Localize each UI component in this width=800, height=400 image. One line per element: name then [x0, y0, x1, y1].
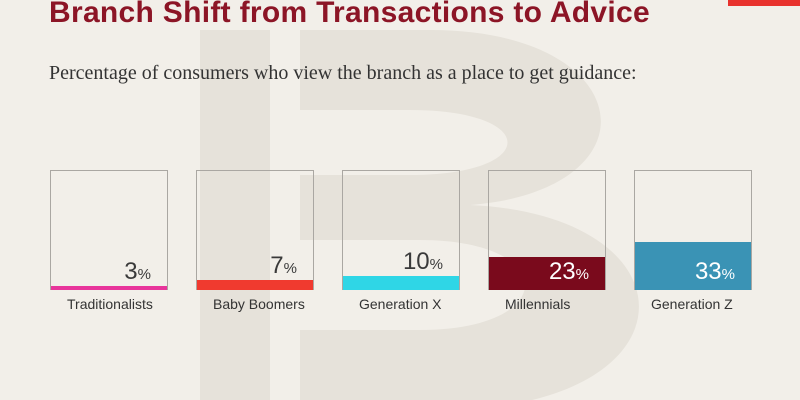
bar-0 — [51, 285, 167, 290]
bar-value-suffix: % — [575, 266, 589, 283]
category-label-4: Generation Z — [651, 296, 733, 312]
category-label-3: Millennials — [505, 296, 571, 312]
bar-2 — [343, 275, 459, 290]
bar-3 — [489, 256, 605, 290]
bar-value-number: 7 — [270, 251, 284, 279]
bar-value-label-4: 33% — [695, 260, 735, 284]
bar-value-label-2: 10% — [402, 247, 443, 275]
bar-value-number: 33 — [694, 258, 722, 285]
bar-frame-4: 33% — [634, 170, 752, 290]
chart-subtitle: Percentage of consumers who view the bra… — [49, 62, 637, 84]
bar-value-suffix: % — [283, 259, 297, 277]
bar-1 — [197, 279, 313, 290]
category-label-1: Baby Boomers — [213, 296, 305, 312]
chart-title: Branch Shift from Transactions to Advice — [49, 0, 650, 29]
category-label-2: Generation X — [359, 296, 442, 312]
corner-accent — [728, 0, 800, 6]
bar-value-label-1: 7% — [270, 251, 297, 279]
bar-value-label-0: 3% — [124, 257, 151, 285]
bar-frame-1: 7% — [196, 170, 314, 290]
bar-value-suffix: % — [721, 266, 735, 283]
bar-frame-2: 10% — [342, 170, 460, 290]
category-label-0: Traditionalists — [67, 296, 153, 312]
bar-4 — [635, 242, 751, 290]
bar-value-suffix: % — [137, 265, 151, 283]
bar-value-number: 23 — [548, 258, 576, 285]
bar-value-number: 10 — [402, 247, 430, 275]
bar-frame-0: 3% — [50, 170, 168, 290]
bar-value-label-3: 23% — [549, 260, 589, 284]
bar-value-suffix: % — [429, 255, 443, 273]
bar-value-number: 3 — [124, 257, 138, 285]
bar-frame-3: 23% — [488, 170, 606, 290]
